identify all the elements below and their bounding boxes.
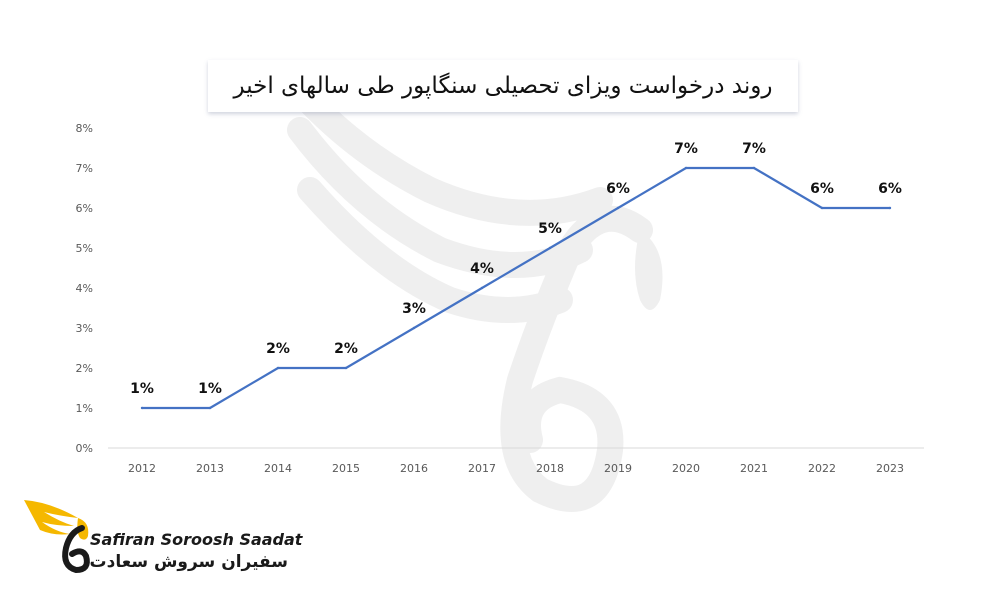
- data-point: [752, 166, 756, 170]
- data-label: 4%: [470, 261, 494, 277]
- y-tick-label: 6%: [76, 202, 93, 215]
- data-point: [344, 366, 348, 370]
- data-point: [548, 246, 552, 250]
- data-label: 6%: [878, 181, 902, 197]
- data-point: [480, 286, 484, 290]
- data-label: 1%: [198, 381, 222, 397]
- logo-text-persian: سفیران سروش سعادت: [89, 552, 288, 572]
- data-point: [616, 206, 620, 210]
- data-label: 2%: [266, 341, 290, 357]
- series-line: [142, 166, 890, 410]
- y-tick-label: 1%: [76, 402, 93, 415]
- x-tick-label: 2023: [876, 462, 904, 475]
- wing-swan-icon: [24, 500, 90, 574]
- y-tick-label: 8%: [76, 122, 93, 135]
- x-tick-label: 2022: [808, 462, 836, 475]
- y-tick-label: 2%: [76, 362, 93, 375]
- data-label: 7%: [674, 141, 698, 157]
- x-tick-label: 2012: [128, 462, 156, 475]
- y-tick-label: 3%: [76, 322, 93, 335]
- data-label: 5%: [538, 221, 562, 237]
- data-point: [276, 366, 280, 370]
- y-tick-label: 7%: [76, 162, 93, 175]
- data-label: 6%: [810, 181, 834, 197]
- chart-title: روند درخواست ویزای تحصیلی سنگاپور طی سال…: [208, 60, 798, 112]
- company-logo: Safiran Soroosh Saadat سفیران سروش سعادت: [20, 492, 310, 584]
- logo-text-english: Safiran Soroosh Saadat: [90, 530, 303, 549]
- data-label: 1%: [130, 381, 154, 397]
- data-label: 6%: [606, 181, 630, 197]
- data-point: [820, 206, 824, 210]
- data-point: [888, 206, 892, 210]
- x-tick-label: 2016: [400, 462, 428, 475]
- x-tick-label: 2020: [672, 462, 700, 475]
- x-tick-label: 2021: [740, 462, 768, 475]
- y-tick-label: 4%: [76, 282, 93, 295]
- y-tick-label: 0%: [76, 442, 93, 455]
- x-tick-label: 2013: [196, 462, 224, 475]
- x-tick-label: 2017: [468, 462, 496, 475]
- data-point: [208, 406, 212, 410]
- data-point: [684, 166, 688, 170]
- data-label: 7%: [742, 141, 766, 157]
- y-tick-label: 5%: [76, 242, 93, 255]
- data-point: [140, 406, 144, 410]
- data-label: 3%: [402, 301, 426, 317]
- x-tick-label: 2015: [332, 462, 360, 475]
- x-tick-label: 2019: [604, 462, 632, 475]
- x-tick-label: 2014: [264, 462, 292, 475]
- x-tick-label: 2018: [536, 462, 564, 475]
- data-label: 2%: [334, 341, 358, 357]
- data-point: [412, 326, 416, 330]
